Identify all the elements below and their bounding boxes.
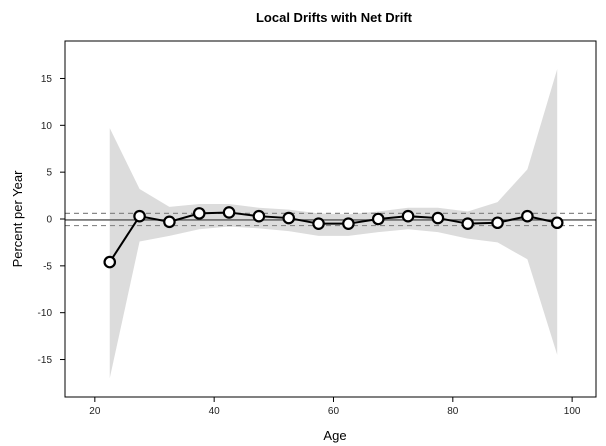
data-point [133, 209, 146, 223]
y-tick-label: 15 [41, 74, 53, 85]
x-axis: 20 40 60 80 100 [89, 397, 581, 417]
data-point [342, 217, 355, 230]
x-tick-label: 40 [209, 406, 221, 417]
data-point [222, 206, 236, 219]
chart-title: Local Drifts with Net Drift [256, 10, 413, 25]
y-tick-label: 5 [46, 168, 52, 179]
data-point [371, 212, 385, 226]
data-point [103, 255, 117, 269]
x-tick-label: 100 [564, 406, 581, 417]
x-tick-label: 80 [447, 406, 459, 417]
data-point [550, 216, 564, 230]
data-point [192, 207, 206, 220]
data-point [431, 211, 445, 225]
data-point [252, 209, 266, 223]
data-point [163, 215, 176, 229]
data-point [312, 217, 325, 230]
data-point [401, 209, 415, 223]
data-point [282, 211, 296, 225]
series-line [108, 211, 558, 263]
plot-area [65, 69, 596, 379]
y-axis: -15 -10 -5 0 5 10 15 [38, 74, 65, 366]
data-point [521, 209, 534, 223]
y-tick-label: -5 [43, 261, 52, 272]
y-tick-label: -15 [38, 355, 53, 366]
y-tick-label: -10 [38, 308, 53, 319]
x-tick-label: 60 [328, 406, 340, 417]
y-tick-label: 10 [41, 121, 53, 132]
data-point [491, 216, 504, 230]
x-axis-label: Age [323, 428, 346, 443]
data-point [461, 217, 475, 230]
y-axis-label: Percent per Year [10, 170, 25, 268]
y-tick-label: 0 [46, 215, 52, 226]
x-tick-label: 20 [89, 406, 101, 417]
